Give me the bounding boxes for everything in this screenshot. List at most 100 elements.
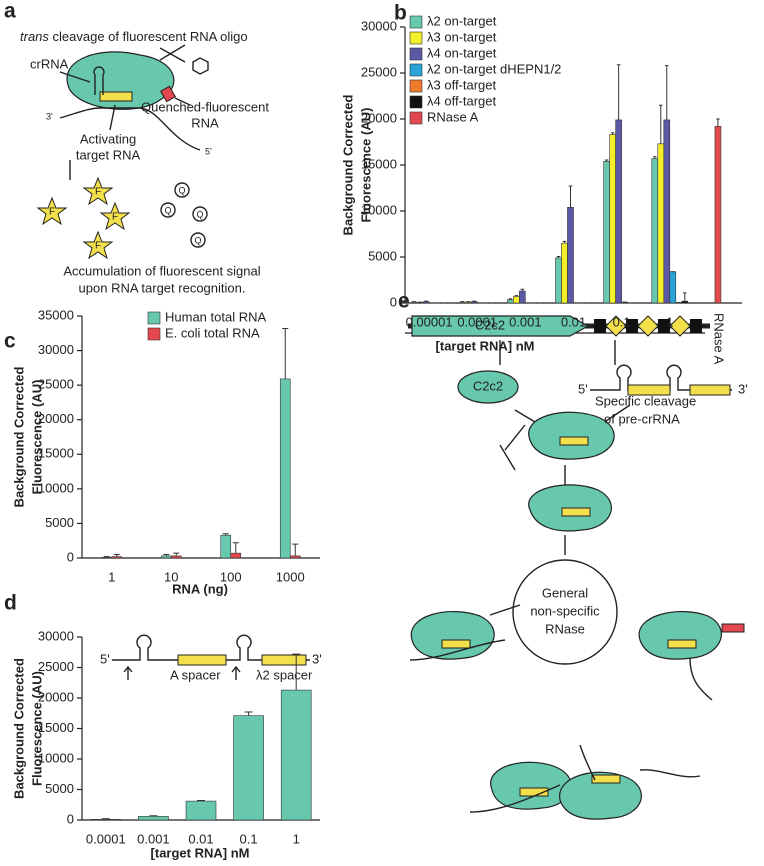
panel-title: trans cleavage of fluorescent RNA oligo: [20, 29, 248, 44]
legend-label: λ3 off-target: [427, 77, 497, 92]
bar: [603, 161, 610, 304]
bar: [279, 378, 291, 559]
y-tick-label: 35000: [38, 307, 74, 322]
y-tick-label: 10000: [361, 202, 397, 217]
title: cleavage of fluorescent RNA oligo: [53, 29, 248, 44]
bar: [669, 271, 677, 304]
panel-letter: d: [4, 592, 17, 615]
legend-label: λ4 off-target: [427, 93, 497, 108]
bar: [101, 557, 113, 559]
complex: [559, 771, 642, 820]
error-bar: [664, 65, 669, 120]
y-tick-label: 20000: [38, 689, 74, 704]
spacer: [667, 639, 697, 649]
y-axis-title: Fluorescence (AU): [358, 108, 373, 223]
protein-label: C2c2: [473, 378, 503, 393]
bar: [663, 119, 671, 304]
bar: [657, 143, 665, 304]
caption: upon RNA target recognition.: [79, 280, 246, 295]
y-tick-label: 5000: [45, 781, 74, 796]
legend-label: Human total RNA: [165, 309, 266, 324]
x-tick-label: 1: [666, 314, 673, 329]
bar: [111, 556, 123, 559]
f-label: F: [49, 207, 55, 218]
protein: [457, 370, 519, 404]
error-bar: [222, 533, 229, 536]
y-tick-label: 15000: [361, 156, 397, 171]
legend-swatch: [147, 311, 161, 325]
quenchers: [160, 182, 208, 248]
legend-swatch: [409, 95, 423, 109]
bar: [160, 555, 172, 559]
x-tick-label: 0.01: [188, 831, 213, 846]
label: λ2 spacer: [256, 667, 313, 682]
y-tick-label: 20000: [361, 110, 397, 125]
error-bar: [232, 542, 239, 554]
end-label: 5': [205, 146, 212, 156]
label: Activating: [80, 131, 136, 146]
x-tick-label: 0.001: [137, 831, 170, 846]
spacer: [99, 91, 133, 102]
x-tick-label: 1000: [276, 569, 305, 584]
bar: [681, 300, 689, 304]
quenched-rna: [721, 623, 745, 633]
arrows: [499, 340, 616, 365]
legend-swatch: [409, 15, 423, 29]
bar: [233, 715, 264, 821]
annotation: of pre-crRNA: [604, 411, 680, 426]
x-tick-label: 0.1: [613, 314, 631, 329]
title-italic: trans: [20, 29, 49, 44]
crispr-array: [594, 315, 702, 337]
legend-label: λ4 on-target: [427, 45, 497, 60]
error-bar: [292, 653, 301, 691]
y-tick-label: 15000: [38, 446, 74, 461]
label: RNA: [191, 115, 219, 130]
bar: [170, 555, 182, 559]
label: Quenched-fluorescent: [141, 99, 269, 114]
complex: [528, 411, 615, 460]
f-label: F: [95, 187, 101, 198]
panel-a: a trans cleavage of fluorescent RNA olig…: [4, 0, 269, 295]
bar: [609, 134, 616, 304]
annotation: non-specific: [530, 603, 600, 618]
error-bar: [508, 298, 513, 300]
target-rna: [409, 604, 521, 661]
pointer-arrows: [59, 71, 191, 131]
error-bar: [113, 554, 120, 557]
legend-swatch: [147, 327, 161, 341]
scissors: [159, 44, 186, 63]
y-tick-label: 15000: [38, 720, 74, 735]
error-bar: [562, 240, 567, 244]
label: target RNA: [76, 147, 141, 162]
x-tick-label: 1: [293, 831, 300, 846]
bar: [138, 816, 169, 821]
bar: [470, 301, 478, 304]
bar: [185, 800, 217, 821]
bar: [714, 126, 722, 304]
scissors: [499, 424, 526, 471]
bar: [464, 301, 472, 304]
label: A spacer: [170, 667, 221, 682]
error-bar: [716, 118, 720, 127]
error-bar: [197, 799, 205, 802]
error-bar: [149, 815, 158, 817]
legend-label: RNase A: [427, 109, 479, 124]
crrna-loop: [93, 66, 105, 95]
annotation: General: [542, 585, 588, 600]
error-bar: [610, 132, 615, 135]
error-bar: [163, 554, 170, 556]
spacer: [177, 654, 227, 666]
y-tick-label: 0: [390, 294, 397, 309]
bar: [513, 296, 520, 304]
bar: [422, 301, 430, 304]
y-tick-label: 0: [67, 549, 74, 564]
cut-arrows: [123, 665, 241, 680]
target-rna: [59, 107, 201, 151]
y-axis-title: Fluorescence (AU): [29, 380, 44, 495]
end-label: 5': [100, 651, 110, 666]
y-tick-label: 25000: [38, 377, 74, 392]
y-axis-title: Background Corrected: [340, 95, 355, 236]
bar: [567, 207, 574, 304]
legend-swatch: [409, 79, 423, 93]
error-bar: [682, 292, 687, 302]
